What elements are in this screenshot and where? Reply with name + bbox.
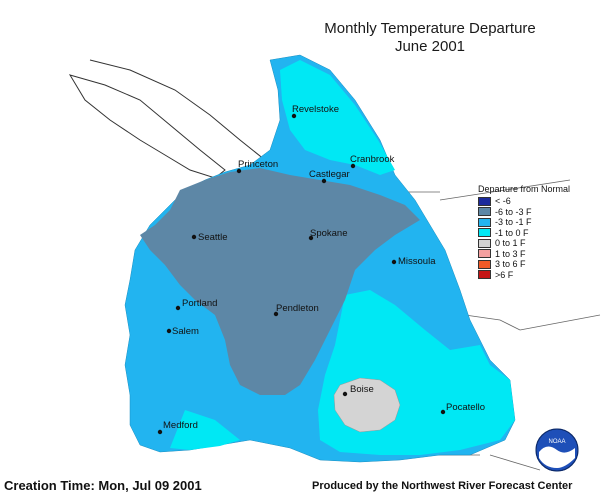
legend-swatch	[478, 217, 491, 227]
city-label-revelstoke: Revelstoke	[292, 104, 339, 115]
city-dot	[157, 429, 163, 435]
legend-label: 0 to 1 F	[495, 238, 526, 249]
legend-row: -6 to -3 F	[478, 207, 588, 218]
legend-label: -1 to 0 F	[495, 227, 529, 238]
vancouver-island-outline	[68, 74, 226, 179]
city-dot	[342, 391, 348, 397]
map-title: Monthly Temperature Departure	[324, 20, 536, 37]
legend-swatch	[478, 238, 491, 248]
legend-row: 0 to 1 F	[478, 238, 588, 249]
city-label-boise: Boise	[350, 384, 374, 395]
legend-label: -6 to -3 F	[495, 206, 532, 217]
region-minus6-to-minus3	[140, 168, 420, 395]
city-dot	[350, 163, 356, 169]
creation-time: Creation Time: Mon, Jul 09 2001	[4, 478, 202, 493]
city-label-pocatello: Pocatello	[446, 402, 485, 413]
legend-label: >6 F	[495, 269, 514, 280]
legend-row: -1 to 0 F	[478, 228, 588, 239]
legend-row: 1 to 3 F	[478, 249, 588, 260]
region-minus1-to-0-north	[280, 60, 395, 175]
city-dot	[291, 113, 297, 119]
city-dot	[321, 178, 327, 184]
legend-row: >6 F	[478, 270, 588, 281]
legend-label: 1 to 3 F	[495, 248, 526, 259]
legend-row: -3 to -1 F	[478, 217, 588, 228]
legend-swatch	[478, 228, 491, 238]
legend-swatch	[478, 196, 491, 206]
city-label-seattle: Seattle	[198, 232, 228, 243]
noaa-logo-icon: NOAA	[535, 428, 579, 477]
legend-swatch	[478, 270, 491, 280]
region-0-to-1	[333, 377, 401, 433]
city-dot	[391, 259, 397, 265]
city-label-portland: Portland	[182, 298, 217, 309]
legend-title: Departure from Normal	[478, 184, 571, 194]
producer-credit: Produced by the Northwest River Forecast…	[312, 480, 573, 492]
legend-label: 3 to 6 F	[495, 259, 526, 270]
legend: Departure from Normal < -6 -6 to -3 F -3 t…	[478, 184, 588, 280]
city-label-missoula: Missoula	[398, 256, 436, 267]
city-label-pendleton: Pendleton	[276, 303, 319, 314]
city-dot	[175, 305, 181, 311]
legend-row: 3 to 6 F	[478, 259, 588, 270]
city-label-cranbrook: Cranbrook	[350, 154, 395, 165]
city-dot	[273, 311, 279, 317]
legend-row: < -6	[478, 196, 588, 207]
city-markers: Revelstoke Princeton Castlegar Cranbrook…	[157, 104, 485, 435]
logo-text: NOAA	[548, 439, 565, 445]
city-dot	[308, 235, 314, 241]
city-label-medford: Medford	[163, 420, 198, 431]
legend-swatch	[478, 207, 491, 217]
city-label-salem: Salem	[172, 326, 199, 337]
legend-swatch	[478, 259, 491, 269]
city-dot	[166, 328, 172, 334]
legend-swatch	[478, 249, 491, 259]
map-subtitle: June 2001	[394, 38, 466, 55]
city-dot	[440, 409, 446, 415]
legend-label: < -6	[495, 196, 511, 207]
city-dot	[191, 234, 197, 240]
city-label-spokane: Spokane	[310, 228, 348, 239]
region-minus1-to-0-south	[170, 410, 240, 450]
city-dot	[236, 168, 242, 174]
city-label-castlegar: Castlegar	[309, 169, 350, 180]
city-label-princeton: Princeton	[238, 159, 278, 170]
legend-label: -3 to -1 F	[495, 217, 532, 228]
